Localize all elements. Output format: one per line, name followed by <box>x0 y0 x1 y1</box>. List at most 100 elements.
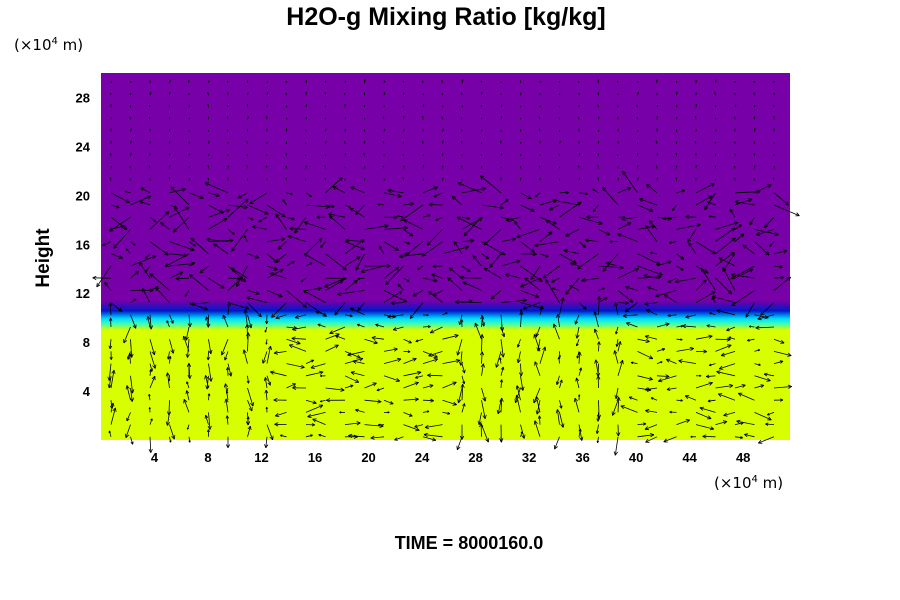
wind-vector <box>398 253 424 259</box>
wind-vector <box>575 326 580 339</box>
wind-vector <box>646 309 658 316</box>
wind-vector <box>539 177 541 181</box>
wind-vector <box>772 177 775 181</box>
wind-vector <box>329 326 346 335</box>
wind-vector <box>539 105 541 108</box>
wind-vector <box>320 241 326 249</box>
wind-vector <box>286 117 288 120</box>
wind-vector <box>285 178 287 181</box>
wind-vector <box>559 190 569 195</box>
wind-vector <box>460 117 463 120</box>
wind-vector <box>168 104 171 108</box>
wind-vector <box>757 314 775 321</box>
wind-vector <box>628 396 638 401</box>
wind-vector <box>644 387 658 392</box>
wind-vector <box>533 387 541 404</box>
wind-vector <box>186 363 192 376</box>
wind-vector <box>598 297 608 303</box>
wind-vector <box>208 339 213 355</box>
wind-vector <box>716 309 736 316</box>
wind-vector <box>674 277 697 284</box>
wind-vector <box>447 277 463 291</box>
wind-vector <box>773 384 792 389</box>
wind-vector <box>685 314 697 319</box>
wind-vector <box>187 314 192 328</box>
wind-vector <box>637 274 662 280</box>
wind-vector <box>534 241 560 248</box>
wind-vector <box>637 422 647 426</box>
wind-vector <box>364 224 389 230</box>
heatmap-band-0 <box>101 327 790 440</box>
wind-vector <box>324 80 327 84</box>
wind-vector <box>644 424 658 431</box>
wind-vector <box>578 428 582 437</box>
wind-vector <box>472 255 482 267</box>
wind-vector <box>578 104 580 108</box>
wind-vector <box>154 286 170 303</box>
wind-vector <box>461 79 464 84</box>
wind-vector <box>264 326 268 333</box>
wind-vector <box>422 154 424 157</box>
wind-vector <box>597 92 600 96</box>
wind-vector <box>403 424 420 432</box>
wind-vector <box>695 279 707 291</box>
wind-vector <box>577 165 580 169</box>
wind-vector <box>597 153 600 157</box>
wind-vector <box>287 234 307 242</box>
wind-vector <box>317 323 326 328</box>
wind-vector <box>129 178 131 181</box>
wind-vector <box>457 387 463 404</box>
wind-vector <box>310 363 326 369</box>
wind-vector <box>403 165 405 169</box>
wind-vector <box>226 367 230 376</box>
wind-vector <box>271 302 287 318</box>
wind-vector <box>715 129 717 132</box>
wind-vector <box>715 221 739 230</box>
wind-vector <box>138 261 151 279</box>
wind-vector <box>305 404 324 413</box>
wind-vector <box>558 153 560 157</box>
wind-vector <box>658 375 677 383</box>
wind-vector <box>344 314 353 318</box>
wind-vector <box>247 216 254 221</box>
wind-vector <box>169 241 195 252</box>
wind-vector <box>243 235 248 242</box>
wind-vector <box>403 241 410 245</box>
wind-vector <box>294 314 307 319</box>
wind-vector <box>715 237 736 255</box>
wind-vector <box>481 400 487 420</box>
wind-vector <box>663 294 677 303</box>
wind-vector <box>773 265 783 269</box>
wind-vector <box>286 260 295 267</box>
wind-vector <box>753 153 756 157</box>
wind-vector <box>575 339 580 347</box>
wind-vector <box>325 140 327 145</box>
wind-vector <box>555 375 560 385</box>
wind-vector <box>559 297 565 315</box>
wind-vector <box>461 154 463 157</box>
wind-vector <box>597 140 600 145</box>
wind-vector <box>364 263 391 269</box>
wind-vector <box>479 175 502 194</box>
wind-vector <box>130 128 132 132</box>
wind-vector <box>142 288 151 303</box>
wind-vector <box>383 399 394 405</box>
x-unit-exponent: 4 <box>752 474 758 485</box>
wind-vector <box>461 363 466 374</box>
wind-vector <box>363 129 366 132</box>
wind-vector <box>266 104 268 108</box>
wind-vector <box>355 253 365 271</box>
wind-vector <box>424 424 443 430</box>
wind-vector <box>636 165 639 169</box>
wind-vector <box>441 79 443 84</box>
wind-vector <box>108 339 113 350</box>
wind-vector <box>127 352 132 364</box>
wind-vector <box>715 104 717 108</box>
wind-vector <box>344 178 346 181</box>
wind-vector <box>305 104 308 108</box>
wind-vector <box>553 436 560 450</box>
wind-vector <box>246 141 248 145</box>
wind-vector <box>656 177 659 181</box>
wind-vector <box>754 349 761 352</box>
wind-vector <box>428 290 443 303</box>
